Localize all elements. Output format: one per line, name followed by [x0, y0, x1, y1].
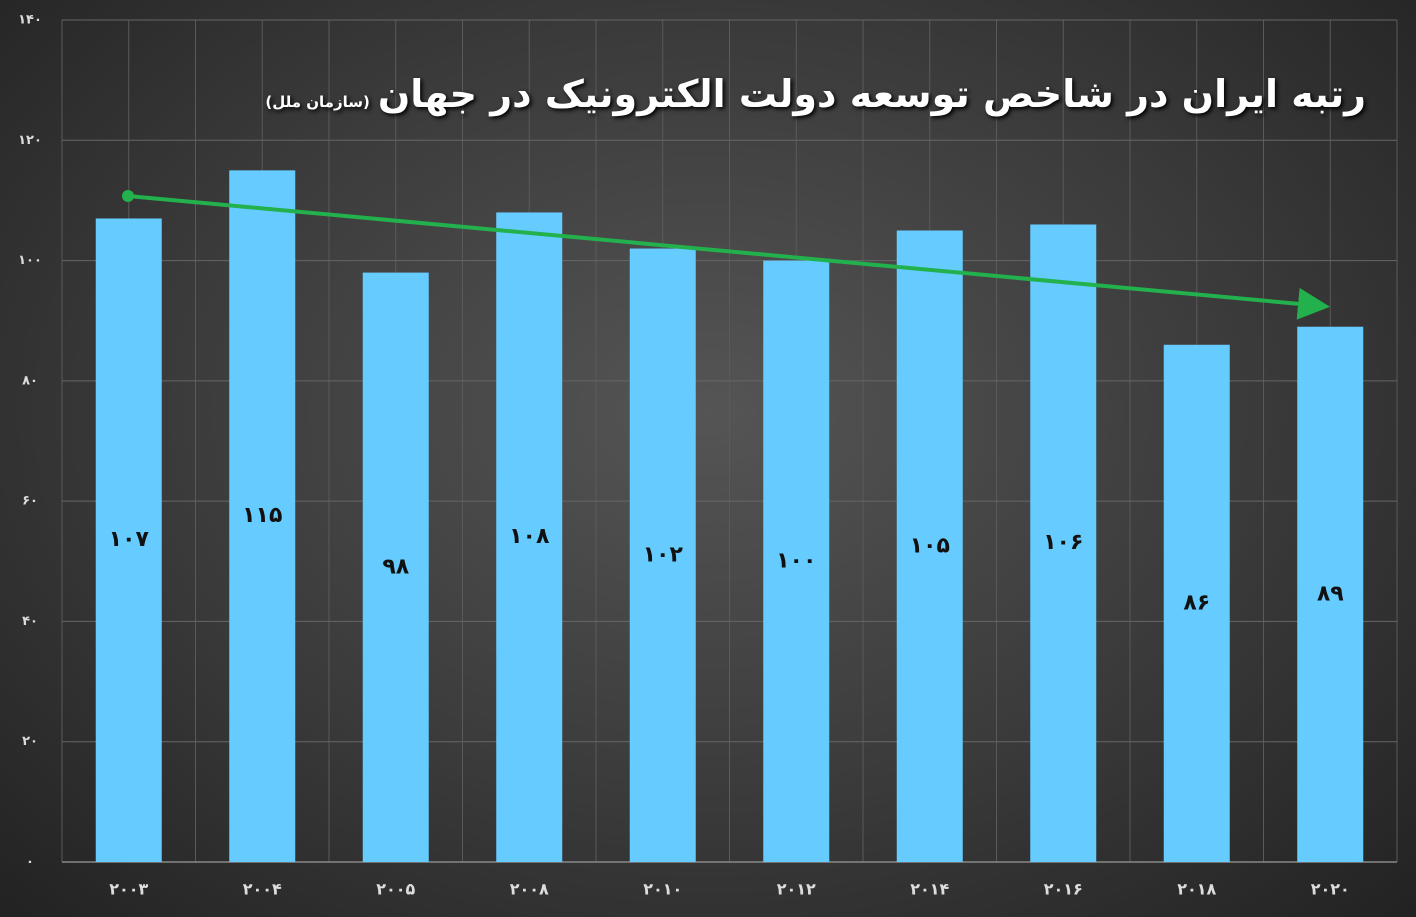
x-tick-label: ۲۰۱۶: [1044, 880, 1083, 899]
x-tick-label: ۲۰۱۰: [643, 880, 682, 899]
y-tick-label: ۴۰: [22, 614, 38, 629]
bar: [229, 170, 296, 862]
y-tick-label: ۱۲۰: [18, 133, 42, 148]
value-label: ۱۰۰: [776, 548, 816, 573]
y-tick-label: ۸۰: [22, 373, 38, 388]
chart-subtitle: (سازمان ملل): [265, 93, 370, 111]
y-tick-label: ۶۰: [22, 494, 38, 509]
x-tick-label: ۲۰۰۵: [376, 880, 415, 899]
value-label: ۱۰۲: [643, 542, 684, 567]
y-tick-label: ۰: [26, 855, 34, 870]
x-tick-label: ۲۰۱۴: [910, 880, 949, 899]
x-tick-label: ۲۰۱۸: [1177, 880, 1216, 899]
value-label: ۱۰۷: [109, 527, 150, 552]
value-label: ۸۶: [1183, 590, 1210, 615]
bar: [1297, 326, 1364, 862]
bar: [1163, 344, 1230, 862]
bar: [95, 218, 162, 862]
trend-arrow: [127, 194, 1330, 320]
x-tick-label: ۲۰۲۰: [1311, 880, 1350, 899]
value-label: ۹۸: [382, 554, 409, 579]
value-label: ۱۰۵: [910, 533, 950, 558]
x-tick-label: ۲۰۱۲: [777, 880, 816, 899]
y-tick-label: ۱۴۰: [18, 13, 42, 28]
value-label: ۱۰۸: [509, 524, 550, 549]
bar: [896, 230, 963, 862]
chart-title: رتبه ایران در شاخص توسعه دولت الکترونیک …: [377, 72, 1366, 116]
y-tick-label: ۲۰: [22, 734, 38, 749]
x-tick-label: ۲۰۰۳: [109, 880, 148, 899]
bar: [629, 248, 696, 863]
trend-start: [122, 190, 134, 202]
bar: [1030, 224, 1097, 862]
value-label: ۱۱۵: [242, 503, 282, 528]
bar: [763, 260, 830, 863]
bar: [496, 212, 563, 862]
y-tick-label: ۱۰۰: [18, 253, 42, 268]
bar: [362, 272, 429, 863]
x-tick-label: ۲۰۰۸: [510, 880, 549, 899]
value-label: ۸۹: [1317, 581, 1344, 606]
header: رتبه ایران در شاخص توسعه دولت الکترونیک …: [265, 72, 1366, 116]
value-label: ۱۰۶: [1043, 530, 1083, 555]
x-tick-label: ۲۰۰۴: [243, 880, 282, 899]
